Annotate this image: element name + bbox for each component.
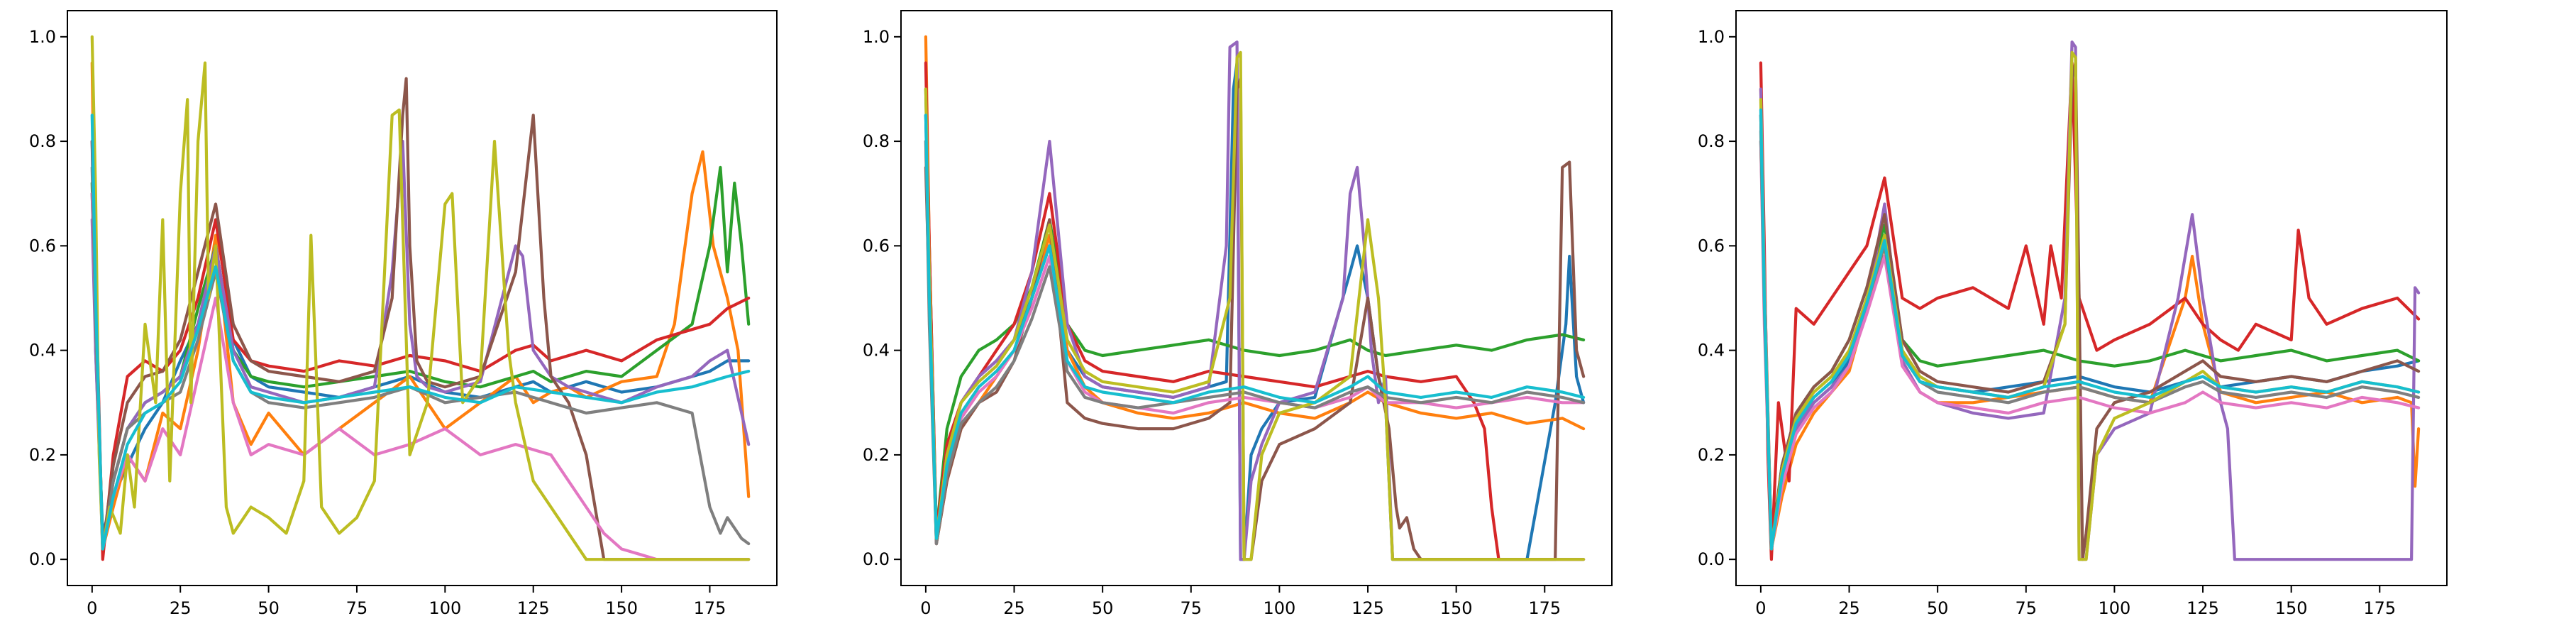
axes-frame: [900, 10, 1613, 586]
x-tick-label: 100: [1263, 598, 1295, 618]
x-tick-label: 175: [1528, 598, 1561, 618]
y-tick-label: 0.0: [1698, 549, 1725, 569]
x-tick-label: 0: [920, 598, 931, 618]
x-tick-label: 75: [1181, 598, 1203, 618]
x-tick-label: 50: [1092, 598, 1114, 618]
y-tick-label: 0.0: [863, 549, 890, 569]
series-line-10: [924, 114, 1586, 540]
series-line-9: [924, 50, 1586, 561]
y-tick-label: 0.8: [863, 131, 890, 151]
series-line-9: [90, 35, 751, 561]
series-line-10: [90, 114, 751, 551]
y-tick-label: 0.6: [1698, 236, 1725, 255]
x-tick-label: 25: [1003, 598, 1025, 618]
x-tick-label: 150: [2275, 598, 2308, 618]
series-line-3: [924, 87, 1586, 535]
x-tick-label: 125: [2187, 598, 2219, 618]
chart-panel-3: 0 25 50 75 100 125 150 175 0.0 0.2 0.4 0.6 0.8 1.0: [1698, 10, 2448, 618]
x-tick-label: 0: [1755, 598, 1766, 618]
series-line-7: [1759, 140, 2421, 551]
y-tick-label: 0.6: [863, 236, 890, 255]
x-tick-label: 125: [1351, 598, 1384, 618]
x-tick-label: 50: [258, 598, 280, 618]
x-tick-label: 100: [2098, 598, 2130, 618]
y-tick-label: 0.6: [29, 236, 56, 255]
y-tick-label: 0.4: [863, 341, 890, 361]
x-tick-label: 75: [346, 598, 368, 618]
series-line-2: [90, 61, 751, 551]
x-tick-label: 100: [429, 598, 461, 618]
y-tick-label: 0.8: [1698, 131, 1725, 151]
x-tick-label: 50: [1927, 598, 1949, 618]
series-line-6: [90, 77, 751, 561]
series-lines: [90, 35, 751, 561]
axes-frame: [67, 10, 778, 586]
series-line-4: [1759, 61, 2421, 561]
y-tick-label: 0.8: [29, 131, 56, 151]
y-tick-label: 1.0: [1698, 27, 1725, 47]
y-tick-label: 0.2: [863, 445, 890, 465]
series-line-7: [90, 192, 751, 561]
x-tick-label: 175: [2363, 598, 2396, 618]
x-tick-label: 75: [2016, 598, 2038, 618]
x-tick-label: 25: [170, 598, 192, 618]
chart-panel-2: 0 25 50 75 100 125 150 175 0.0 0.2 0.4 0.6 0.8 1.0: [863, 10, 1613, 618]
series-lines: [1759, 40, 2421, 561]
series-line-10: [1759, 108, 2421, 551]
y-tick-label: 0.4: [29, 341, 56, 361]
y-tick-label: 0.4: [1698, 341, 1725, 361]
y-tick-label: 0.2: [29, 445, 56, 465]
panels: 0 25 50 75 100 125 150 175 0.0 0.2 0.4 0.6 0.8 1.0 0 25…: [29, 10, 2448, 618]
x-tick-label: 150: [1440, 598, 1473, 618]
series-line-7: [924, 140, 1586, 540]
chart-panel-1: 0 25 50 75 100 125 150 175 0.0 0.2 0.4 0.6 0.8 1.0: [29, 10, 778, 618]
y-tick-label: 0.0: [29, 549, 56, 569]
x-tick-label: 25: [1838, 598, 1860, 618]
x-tick-label: 175: [694, 598, 726, 618]
y-tick-label: 1.0: [863, 27, 890, 47]
axes-frame: [1735, 10, 2448, 586]
x-tick-label: 150: [605, 598, 638, 618]
x-tick-label: 125: [517, 598, 550, 618]
y-tick-label: 1.0: [29, 27, 56, 47]
series-line-8: [924, 140, 1586, 546]
y-tick-label: 0.2: [1698, 445, 1725, 465]
x-tick-label: 0: [87, 598, 97, 618]
series-lines: [924, 35, 1586, 561]
